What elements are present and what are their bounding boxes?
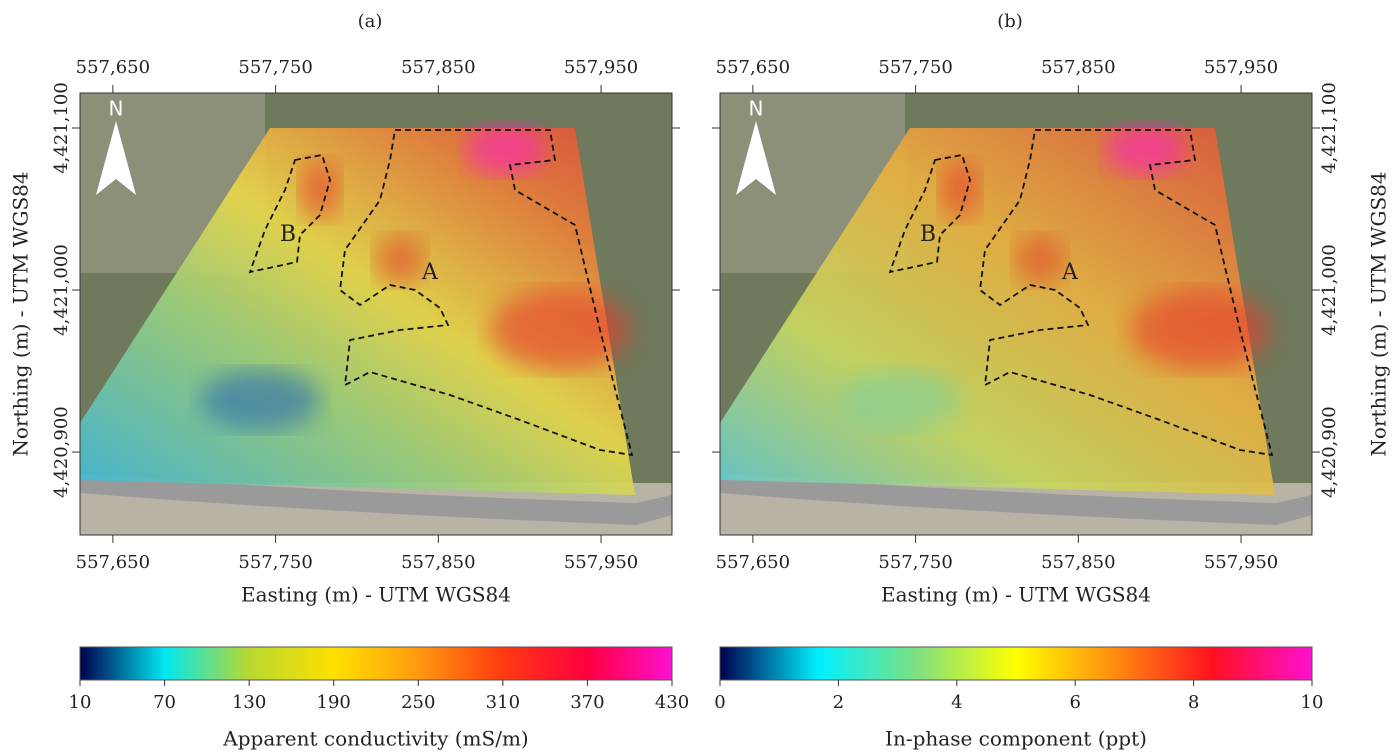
x-tick-label: 557,650 (76, 57, 150, 78)
panel-label: (b) (997, 11, 1023, 32)
north-label: N (109, 97, 124, 121)
x-tick-label: 557,850 (1041, 552, 1115, 573)
zone-label: B (280, 222, 296, 247)
anomaly (200, 370, 320, 430)
anomaly (1015, 235, 1065, 285)
panel-label: (a) (358, 11, 383, 32)
colorbar-tick-label: 2 (833, 692, 844, 713)
anomaly (940, 160, 980, 220)
y-tick-label: 4,421,000 (51, 244, 72, 336)
x-tick-label: 557,750 (878, 57, 952, 78)
colorbar-tick-label: 10 (69, 692, 92, 713)
anomaly (490, 290, 630, 370)
x-tick-label: 557,650 (716, 57, 790, 78)
colorbar-tick-label: 190 (317, 692, 351, 713)
north-label: N (749, 97, 764, 121)
x-tick-label: 557,750 (238, 57, 312, 78)
x-tick-label: 557,750 (878, 552, 952, 573)
colorbar-tick-label: 430 (655, 692, 689, 713)
y-tick-label: 4,420,900 (51, 406, 72, 498)
figure: (a) A B N 557,650 557,650 557,750 557,750 557,85… (0, 0, 1400, 753)
colorbar-tick-label: 8 (1188, 692, 1199, 713)
anomaly (375, 235, 425, 285)
colorbar-tick-label: 250 (401, 692, 435, 713)
colorbar-tick-label: 6 (1069, 692, 1080, 713)
colorbar-tick-label: 370 (570, 692, 604, 713)
x-tick-label: 557,850 (401, 552, 475, 573)
anomaly (840, 370, 960, 430)
colorbar-title: Apparent conductivity (mS/m) (222, 727, 528, 751)
colorbar-tick-label: 130 (232, 692, 266, 713)
y-tick-label: 4,421,000 (1319, 244, 1340, 336)
colorbar-tick-label: 70 (153, 692, 176, 713)
colorbar-tick-label: 4 (951, 692, 962, 713)
x-tick-label: 557,850 (1041, 57, 1115, 78)
y-axis-title: Northing (m) - UTM WGS84 (9, 171, 33, 456)
y-tick-label: 4,420,900 (1319, 406, 1340, 498)
x-tick-label: 557,750 (238, 552, 312, 573)
x-tick-label: 557,650 (76, 552, 150, 573)
anomaly (1130, 290, 1270, 370)
zone-label: B (920, 222, 936, 247)
x-tick-label: 557,950 (564, 552, 638, 573)
x-tick-label: 557,950 (1204, 57, 1278, 78)
x-axis-title: Easting (m) - UTM WGS84 (241, 583, 511, 607)
colorbar-tick-label: 10 (1301, 692, 1324, 713)
x-tick-label: 557,950 (564, 57, 638, 78)
zone-label: A (1061, 260, 1079, 285)
x-tick-label: 557,850 (401, 57, 475, 78)
x-tick-label: 557,950 (1204, 552, 1278, 573)
y-tick-label: 4,421,100 (51, 82, 72, 174)
x-tick-label: 557,650 (716, 552, 790, 573)
anomaly (465, 125, 545, 175)
y-tick-label: 4,421,100 (1319, 82, 1340, 174)
zone-label: A (421, 260, 439, 285)
colorbar-tick-label: 310 (486, 692, 520, 713)
x-axis-title: Easting (m) - UTM WGS84 (881, 583, 1151, 607)
anomaly (1105, 125, 1185, 175)
colorbar-title: In-phase component (ppt) (885, 727, 1147, 751)
y-axis-title: Northing (m) - UTM WGS84 (1367, 171, 1391, 456)
colorbar-tick-label: 0 (714, 692, 725, 713)
colorbar (80, 647, 672, 680)
anomaly (300, 160, 340, 220)
colorbar (720, 647, 1312, 680)
